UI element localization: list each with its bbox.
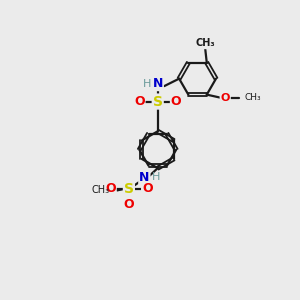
Text: O: O <box>171 95 182 108</box>
Text: O: O <box>142 182 153 195</box>
Text: CH₃: CH₃ <box>92 185 110 195</box>
Text: O: O <box>105 182 116 195</box>
Text: S: S <box>153 94 163 109</box>
Text: H: H <box>152 172 160 182</box>
Text: CH₃: CH₃ <box>245 93 261 102</box>
Text: S: S <box>124 182 134 196</box>
Text: N: N <box>152 77 163 90</box>
Text: O: O <box>220 93 230 103</box>
Text: N: N <box>139 170 149 184</box>
Text: O: O <box>124 198 134 211</box>
Text: CH₃: CH₃ <box>196 38 215 48</box>
Text: O: O <box>134 95 145 108</box>
Text: H: H <box>143 79 152 89</box>
